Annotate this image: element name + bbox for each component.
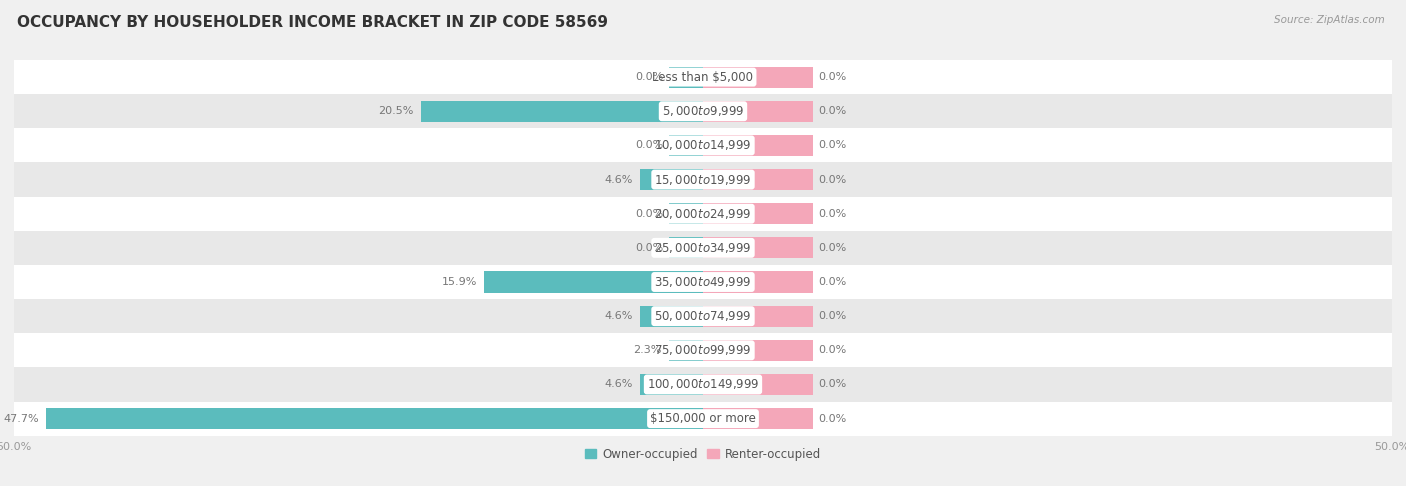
- Bar: [703, 340, 813, 361]
- Text: 0.0%: 0.0%: [634, 208, 664, 219]
- Bar: [703, 306, 813, 327]
- Text: 0.0%: 0.0%: [818, 346, 846, 355]
- Text: $5,000 to $9,999: $5,000 to $9,999: [662, 104, 744, 118]
- Text: $25,000 to $34,999: $25,000 to $34,999: [654, 241, 752, 255]
- Text: 0.0%: 0.0%: [818, 380, 846, 389]
- Text: 0.0%: 0.0%: [634, 140, 664, 150]
- Text: 0.0%: 0.0%: [818, 174, 846, 185]
- Bar: [14, 197, 1392, 231]
- Text: 4.6%: 4.6%: [605, 311, 633, 321]
- Text: 0.0%: 0.0%: [818, 140, 846, 150]
- Text: Source: ZipAtlas.com: Source: ZipAtlas.com: [1274, 15, 1385, 25]
- Text: $50,000 to $74,999: $50,000 to $74,999: [654, 309, 752, 323]
- Text: 0.0%: 0.0%: [818, 208, 846, 219]
- Bar: [14, 265, 1392, 299]
- Bar: [14, 94, 1392, 128]
- Text: OCCUPANCY BY HOUSEHOLDER INCOME BRACKET IN ZIP CODE 58569: OCCUPANCY BY HOUSEHOLDER INCOME BRACKET …: [17, 15, 607, 30]
- Bar: [640, 169, 703, 190]
- Bar: [669, 237, 703, 259]
- Legend: Owner-occupied, Renter-occupied: Owner-occupied, Renter-occupied: [579, 443, 827, 466]
- Text: 20.5%: 20.5%: [378, 106, 413, 116]
- Bar: [703, 101, 813, 122]
- Bar: [14, 231, 1392, 265]
- Bar: [14, 162, 1392, 197]
- Text: 0.0%: 0.0%: [818, 243, 846, 253]
- Text: 0.0%: 0.0%: [634, 72, 664, 82]
- Bar: [640, 374, 703, 395]
- Bar: [669, 203, 703, 225]
- Text: $150,000 or more: $150,000 or more: [650, 412, 756, 425]
- Text: $20,000 to $24,999: $20,000 to $24,999: [654, 207, 752, 221]
- Bar: [14, 333, 1392, 367]
- Text: 4.6%: 4.6%: [605, 174, 633, 185]
- Text: 0.0%: 0.0%: [818, 106, 846, 116]
- Bar: [703, 135, 813, 156]
- Text: Less than $5,000: Less than $5,000: [652, 70, 754, 84]
- Text: 47.7%: 47.7%: [3, 414, 39, 424]
- Bar: [46, 408, 703, 429]
- Text: 0.0%: 0.0%: [818, 414, 846, 424]
- Bar: [14, 401, 1392, 435]
- Bar: [14, 299, 1392, 333]
- Bar: [640, 306, 703, 327]
- Text: 2.3%: 2.3%: [633, 346, 662, 355]
- Bar: [703, 374, 813, 395]
- Text: 0.0%: 0.0%: [634, 243, 664, 253]
- Bar: [703, 203, 813, 225]
- Bar: [703, 237, 813, 259]
- Bar: [14, 367, 1392, 401]
- Text: $10,000 to $14,999: $10,000 to $14,999: [654, 139, 752, 153]
- Text: 0.0%: 0.0%: [818, 72, 846, 82]
- Bar: [420, 101, 703, 122]
- Bar: [669, 340, 703, 361]
- Text: 0.0%: 0.0%: [818, 311, 846, 321]
- Text: $100,000 to $149,999: $100,000 to $149,999: [647, 378, 759, 391]
- Text: $75,000 to $99,999: $75,000 to $99,999: [654, 343, 752, 357]
- Text: $15,000 to $19,999: $15,000 to $19,999: [654, 173, 752, 187]
- Bar: [14, 128, 1392, 162]
- Bar: [669, 135, 703, 156]
- Bar: [669, 67, 703, 87]
- Bar: [703, 169, 813, 190]
- Text: 0.0%: 0.0%: [818, 277, 846, 287]
- Bar: [484, 271, 703, 293]
- Bar: [703, 271, 813, 293]
- Text: 15.9%: 15.9%: [441, 277, 477, 287]
- Bar: [703, 67, 813, 87]
- Text: $35,000 to $49,999: $35,000 to $49,999: [654, 275, 752, 289]
- Text: 4.6%: 4.6%: [605, 380, 633, 389]
- Bar: [14, 60, 1392, 94]
- Bar: [703, 408, 813, 429]
